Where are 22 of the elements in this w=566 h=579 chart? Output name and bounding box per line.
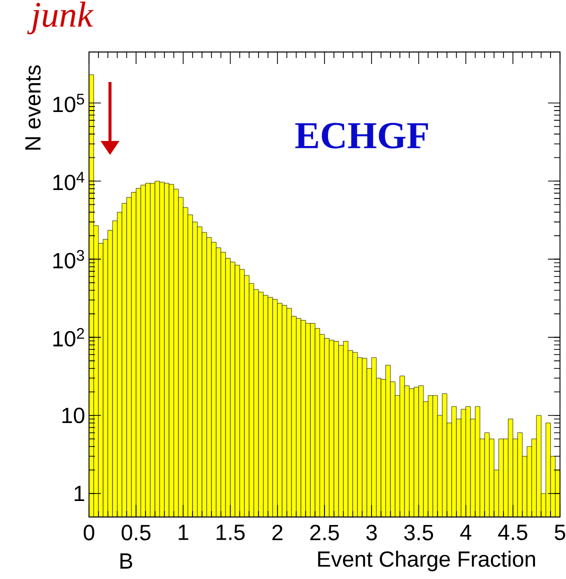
text: junk: [27, 2, 94, 34]
x-tick-label: 2: [272, 524, 282, 540]
y-tick-label: 1: [74, 486, 84, 502]
x-tick-label: 0.5: [122, 524, 150, 540]
x-tick-label: 3: [366, 524, 377, 540]
y-tick-label: 10$^{4}$: [53, 172, 84, 190]
x-tick-label: 0: [84, 524, 94, 540]
text: B: [120, 553, 132, 569]
x-tick-label: 5: [554, 524, 566, 540]
y-tick-label: 10$^{5}$: [53, 94, 84, 112]
x-tick-label: 2.5: [310, 524, 339, 540]
x-tick-label: 3.5: [404, 524, 434, 540]
y-tick-label: 10$^{2}$: [53, 328, 84, 347]
x-tick-label: 1.5: [216, 524, 245, 540]
x-tick-label: 4: [460, 524, 472, 540]
y-axis-title: N events: [25, 65, 41, 150]
y-tick-label: 10: [62, 408, 84, 424]
x-axis-title: Event Charge Fraction: [318, 550, 535, 572]
y-tick-label: 10$^{3}$: [53, 250, 84, 268]
x-tick-label: 1: [178, 524, 188, 540]
x-tick-label: 4.5: [498, 524, 528, 540]
text: ECHGF: [295, 122, 428, 148]
